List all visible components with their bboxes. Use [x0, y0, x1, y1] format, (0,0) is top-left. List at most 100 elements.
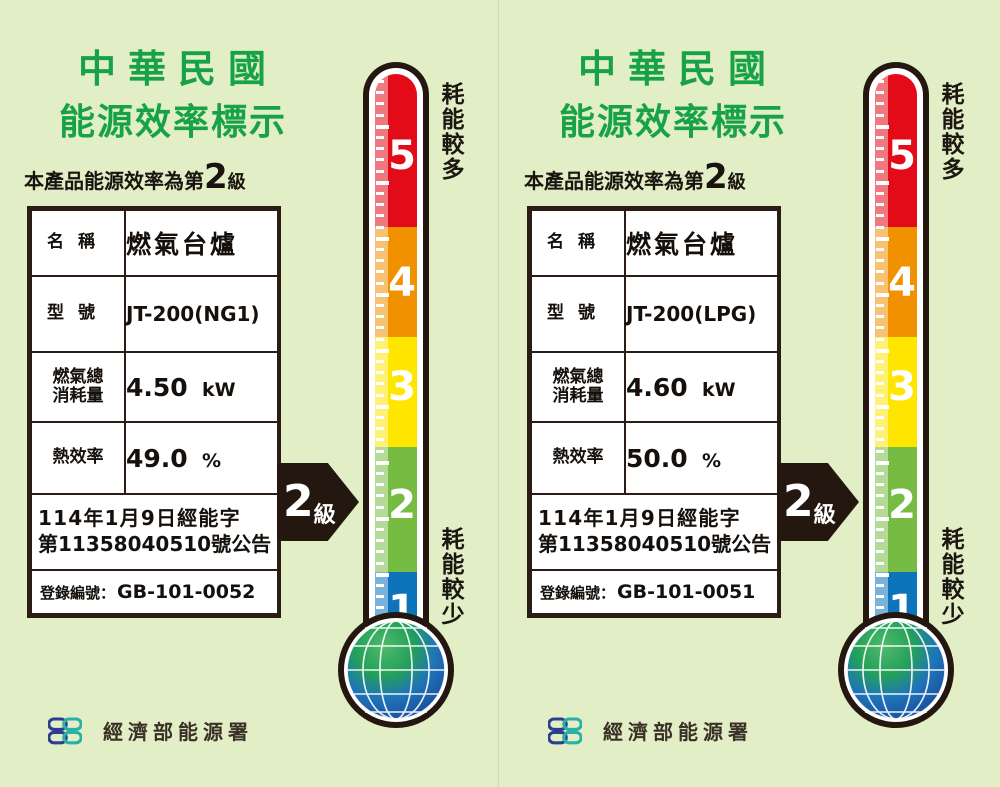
gauge-tick: [876, 394, 884, 397]
gauge-tick: [376, 192, 384, 195]
registration-value: GB-101-0052: [117, 581, 256, 603]
notice-line2: 第11358040510號公告: [38, 532, 272, 556]
table-row: 登錄編號： GB-101-0052: [29, 569, 280, 615]
gauge-tick: [876, 584, 884, 587]
row-label-gas-line2: 消耗量: [52, 386, 104, 406]
gauge-band-5: 5: [875, 74, 917, 227]
agency-footer: 經濟部能源署: [47, 716, 253, 745]
gauge-band-highlight: [875, 74, 888, 227]
gauge-level-number-3: 3: [888, 364, 916, 410]
agency-name: 經濟部能源署: [103, 720, 253, 744]
registration-cell: 登錄編號： GB-101-0052: [29, 569, 280, 615]
gauge-tick: [876, 326, 884, 329]
globe-bulb-icon: [334, 608, 458, 732]
gauge-side-label-bottom: 耗能較少: [437, 527, 463, 627]
gauge-tick: [376, 528, 384, 531]
label-title-line2: 能源效率標示: [58, 102, 287, 143]
badge-grade-number: 2: [783, 476, 814, 527]
badge-grade-number: 2: [283, 476, 314, 527]
gauge-tick: [376, 125, 389, 129]
notice-line1: 114年1月9日經能字: [538, 506, 741, 531]
gauge-side-label-top: 耗能較多: [437, 82, 463, 182]
grade-statement-prefix: 本產品能源效率為第: [24, 169, 204, 193]
gauge-tick: [876, 360, 884, 363]
spec-table-left: 名稱 燃氣台爐 型號 JT-200(NG1) 燃氣總 消耗量 4.50: [27, 206, 281, 618]
gauge-tick: [376, 170, 384, 173]
row-value-model: JT-200(LPG): [623, 275, 780, 353]
gauge-tick: [376, 315, 384, 318]
gauge-tick: [876, 181, 889, 185]
row-label-name: 名稱: [47, 232, 109, 253]
gauge-tick: [876, 248, 884, 251]
gauge-tick: [876, 192, 884, 195]
gauge-tick: [376, 270, 384, 273]
table-row: 名稱 燃氣台爐: [530, 209, 780, 277]
energy-label-panel-left: 中華民國 能源效率標示 本產品能源效率為第 2 級 名稱 燃氣台爐 型號 JT-…: [24, 49, 463, 745]
gauge-tick: [376, 282, 384, 285]
notice-line2: 第11358040510號公告: [538, 532, 772, 556]
badge-grade-suffix: 級: [813, 503, 836, 528]
gauge-tick: [376, 595, 384, 598]
gauge-tick: [376, 349, 389, 353]
gauge-tick: [876, 259, 884, 262]
row-label-efficiency: 熱效率: [552, 447, 604, 468]
gauge-tick: [876, 472, 884, 475]
energy-administration-logo-icon: [47, 716, 83, 745]
grade-statement-suffix: 級: [227, 172, 246, 193]
gauge-tick: [376, 136, 384, 139]
notice-line1: 114年1月9日經能字: [38, 506, 241, 531]
gauge-tick: [376, 181, 389, 185]
gauge-tick: [876, 102, 884, 105]
grade-statement-suffix: 級: [727, 172, 746, 193]
gauge-tick: [376, 102, 384, 105]
row-label-gas-line2: 消耗量: [552, 386, 604, 406]
registration-label: 登錄編號：: [40, 584, 116, 602]
gauge-tick: [376, 438, 384, 441]
gauge-tick: [376, 416, 384, 419]
row-unit-efficiency: %: [202, 449, 222, 472]
agency-name: 經濟部能源署: [603, 720, 753, 744]
gauge-tick: [376, 371, 384, 374]
row-value-gas: 4.50: [126, 372, 188, 402]
label-title-line2: 能源效率標示: [558, 102, 787, 143]
row-label-gas-line1: 燃氣總: [52, 366, 104, 387]
label-title-line1: 中華民國: [577, 47, 778, 91]
gauge-tick: [376, 80, 384, 83]
gauge-tick: [376, 517, 389, 521]
gauge-tick: [376, 494, 384, 497]
gauge-tick: [376, 472, 384, 475]
gauge-tick: [876, 517, 889, 521]
row-unit-gas: kW: [202, 378, 236, 401]
gauge-tick: [376, 506, 384, 509]
row-label-gas-line1: 燃氣總: [552, 366, 604, 387]
energy-label-panel-right: 中華民國 能源效率標示 本產品能源效率為第 2 級 名稱 燃氣台爐 型號 JT-…: [500, 0, 1000, 787]
gauge-tick: [376, 114, 384, 117]
gauge-tick: [876, 427, 884, 430]
notice-cell: 114年1月9日經能字 第11358040510號公告: [529, 493, 780, 571]
gauge-tick: [376, 293, 389, 297]
row-value-efficiency: 50.0: [626, 443, 688, 473]
row-value-gas: 4.60: [626, 372, 688, 402]
gauge-tick: [876, 416, 884, 419]
gauge-tick: [876, 114, 884, 117]
gauge-tick: [876, 539, 884, 542]
table-row: 114年1月9日經能字 第11358040510號公告: [29, 493, 280, 571]
row-value-efficiency: 49.0: [126, 443, 188, 473]
panel-divider: [498, 0, 499, 787]
gauge-tick: [876, 91, 884, 94]
grade-statement: 本產品能源效率為第 2 級: [524, 160, 824, 194]
gauge-tick: [876, 450, 884, 453]
gauge-tick: [376, 214, 384, 217]
table-row: 型號 JT-200(LPG): [530, 275, 780, 353]
gauge-tick: [876, 506, 884, 509]
gauge-tick: [376, 427, 384, 430]
gauge-tick: [376, 562, 384, 565]
row-label-efficiency: 熱效率: [52, 447, 104, 468]
gauge-tick: [876, 270, 884, 273]
gauge-tick: [376, 360, 384, 363]
badge-grade-suffix: 級: [313, 503, 336, 528]
gauge-tick: [876, 203, 884, 206]
gauge-level-number-2: 2: [888, 482, 916, 528]
